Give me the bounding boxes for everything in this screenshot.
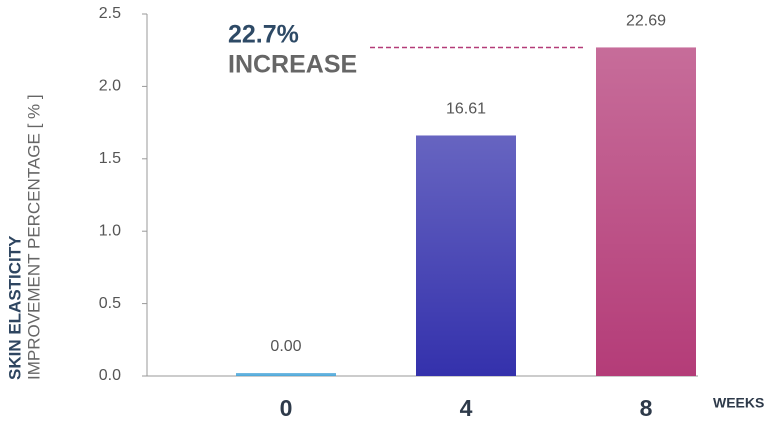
y-tick-label: 1.5 xyxy=(99,150,121,167)
x-tick-label: 8 xyxy=(640,395,653,421)
y-axis-title-sub: IMPROVEMENT PERCENTAGE [ % ] xyxy=(24,94,43,380)
y-axis-title: SKIN ELASTICITY IMPROVEMENT PERCENTAGE [… xyxy=(5,94,43,380)
x-tick-label: 0 xyxy=(280,395,293,421)
y-tick-label: 0.5 xyxy=(99,295,121,312)
y-tick-label: 0.0 xyxy=(99,367,121,384)
y-tick-label: 2.0 xyxy=(99,78,121,95)
x-tick-label: 4 xyxy=(460,395,473,421)
bar-shine xyxy=(416,135,516,376)
bar-shine xyxy=(596,47,696,377)
data-label: 0.00 xyxy=(270,338,301,355)
y-axis-title-main: SKIN ELASTICITY xyxy=(5,235,24,380)
y-tick-label: 1.0 xyxy=(99,222,121,239)
y-tick-label: 2.5 xyxy=(99,5,121,22)
data-label: 16.61 xyxy=(446,101,486,118)
annotation-text: INCREASE xyxy=(228,51,357,79)
bar-shine xyxy=(236,373,336,376)
data-label: 22.69 xyxy=(626,13,666,30)
x-axis-title: WEEKS xyxy=(713,395,764,411)
annotation-value: 22.7% xyxy=(228,21,299,49)
